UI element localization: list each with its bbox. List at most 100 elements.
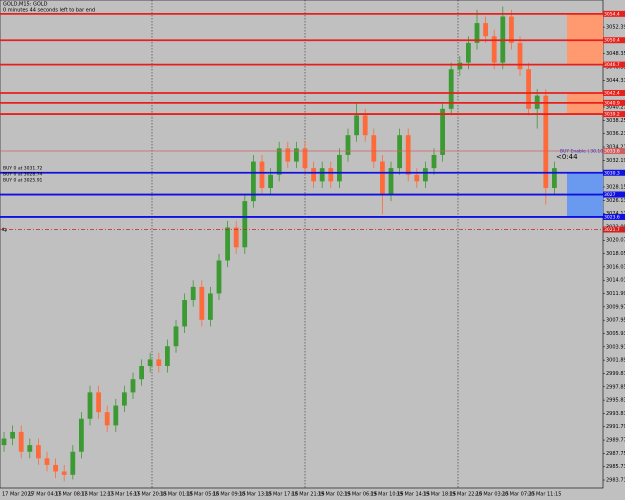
candle-body xyxy=(423,168,428,182)
y-tick-label: 3016.03 xyxy=(606,264,625,270)
candle-body xyxy=(199,286,205,320)
candle-body xyxy=(440,108,445,155)
candle-body xyxy=(61,471,67,475)
candle-body xyxy=(113,405,119,426)
level-label: 3021.7 xyxy=(604,227,620,233)
level-tag xyxy=(603,148,625,155)
y-tick-label: 3048.35 xyxy=(606,51,625,57)
x-tick-label: 18 Mar 09:15 xyxy=(212,492,245,498)
candle-body xyxy=(10,431,15,439)
candle-body xyxy=(543,95,549,188)
candle-body xyxy=(259,161,265,188)
candle-body xyxy=(491,36,497,63)
level-tag xyxy=(603,61,625,68)
level-tag xyxy=(603,169,625,176)
x-tick-label: 18 Mar 05:15 xyxy=(186,492,219,498)
candle-body xyxy=(380,161,385,195)
layer xyxy=(0,6,603,482)
candle-body xyxy=(328,168,334,182)
candle-body xyxy=(104,412,110,426)
candle-body xyxy=(405,135,411,175)
candle-body xyxy=(354,115,359,136)
candle-body xyxy=(156,359,162,366)
candle-body xyxy=(483,23,488,37)
y-tick-label: 3038.25 xyxy=(606,118,625,124)
candle-body xyxy=(431,154,437,169)
candle-body xyxy=(27,445,33,452)
candle-body xyxy=(371,135,377,162)
candle-body xyxy=(44,458,50,465)
candle-body xyxy=(70,451,76,475)
y-tick-label: 2985.73 xyxy=(606,464,625,470)
y-tick-label: 2983.71 xyxy=(606,478,625,484)
y-tick-label: 2995.83 xyxy=(606,398,625,404)
candle-body xyxy=(36,445,41,459)
candle-body xyxy=(388,168,394,195)
level-label: 3050.4 xyxy=(604,38,620,44)
y-tick-label: 3011.99 xyxy=(606,291,625,297)
annotation: BUY 0 at 3028.74 xyxy=(3,172,43,178)
candle-body xyxy=(139,366,144,380)
candle-body xyxy=(474,23,480,43)
candle-body xyxy=(242,201,248,248)
level-label: 3023.6 xyxy=(604,214,620,220)
subtitle: 0 minutes 44 seconds left to bar end xyxy=(3,8,95,14)
candle-body xyxy=(233,227,239,248)
level-label: 3027 xyxy=(604,192,616,198)
x-tick-label: 17 Mar 12:15 xyxy=(81,492,114,498)
x-tick-label: 17 Mar 20:15 xyxy=(134,492,167,498)
chart-title: GOLD,M15: GOLD xyxy=(3,2,48,8)
x-tick-label: 19 Mar 22:15 xyxy=(449,492,482,498)
y-tick-label: 3007.95 xyxy=(606,318,625,324)
candle-body xyxy=(517,42,523,70)
level-tag xyxy=(603,226,625,233)
marker: ⇆ xyxy=(2,227,7,234)
x-tick-label: 18 Mar 13:15 xyxy=(239,492,272,498)
level-tag xyxy=(603,111,625,118)
level-label: 3040.9 xyxy=(604,100,620,106)
x-tick-label: 19 Mar 02:15 xyxy=(318,492,351,498)
candle-body xyxy=(509,16,514,43)
y-tick-label: 3034.21 xyxy=(606,144,625,150)
x-tick-label: 17 Mar 2025 xyxy=(2,492,34,498)
level-tag xyxy=(603,191,625,198)
candle-body xyxy=(337,154,342,182)
candle-body xyxy=(526,69,531,109)
candle-body xyxy=(294,148,299,162)
zone xyxy=(567,13,603,65)
x-tick-label: 20 Mar 07:15 xyxy=(502,492,535,498)
candle-body xyxy=(362,115,368,136)
x-tick-label: 20 Mar 11:15 xyxy=(528,492,561,498)
x-tick-label: 19 Mar 14:15 xyxy=(397,492,430,498)
y-tick-label: 3014.01 xyxy=(606,278,625,284)
y-tick-label: 3009.97 xyxy=(606,304,625,310)
candle-body xyxy=(276,148,282,175)
y-tick-label: 3003.91 xyxy=(606,344,625,350)
candle-body xyxy=(87,392,93,419)
y-tick-label: 3001.89 xyxy=(606,358,625,364)
candle-body xyxy=(268,174,273,188)
level-label: 3046.7 xyxy=(604,62,620,68)
level-label: 3030.3 xyxy=(604,170,620,176)
y-tick-label: 2987.75 xyxy=(606,451,625,457)
candle-body xyxy=(457,62,463,70)
candle-body xyxy=(18,431,24,452)
y-tick-label: 3020.07 xyxy=(606,238,625,244)
candle-body xyxy=(216,260,222,294)
x-tick-label: 18 Mar 17:15 xyxy=(265,492,298,498)
candle-body xyxy=(173,326,179,347)
level-label: 3033.6 xyxy=(604,149,620,155)
y-tick-label: 3028.15 xyxy=(606,184,625,190)
y-tick-label: 3036.23 xyxy=(606,131,625,137)
candle-body xyxy=(130,379,136,393)
candle-body xyxy=(190,286,196,301)
candle-body xyxy=(397,135,402,169)
x-tick-label: 20 Mar 03:15 xyxy=(475,492,508,498)
order-label: BUY Enable | 30.1004 xyxy=(560,149,609,155)
x-tick-label: 17 Mar 16:15 xyxy=(107,492,140,498)
x-tick-label: 19 Mar 10:15 xyxy=(370,492,403,498)
y-tick-label: 2993.81 xyxy=(606,411,625,417)
y-tick-label: 2997.85 xyxy=(606,384,625,390)
